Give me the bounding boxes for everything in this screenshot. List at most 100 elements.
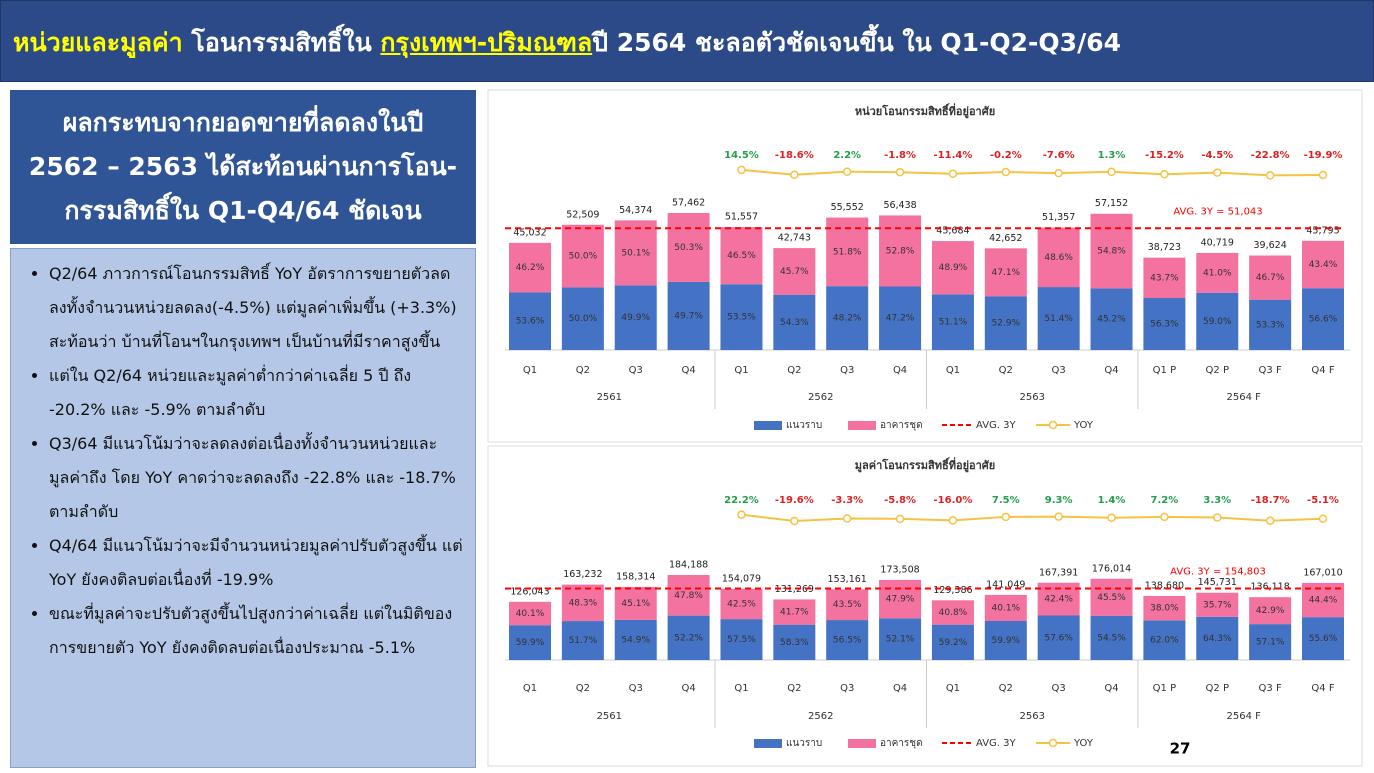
bar-segment [984,296,1027,350]
segment-label: 54.5% [1097,633,1126,643]
yoy-point [1213,168,1222,177]
bar-segment [984,594,1027,622]
segment-label: 50.0% [569,314,598,324]
bar-segment [773,624,816,660]
bar-segment [1143,596,1186,621]
bar-segment [879,618,922,660]
segment-label: 50.3% [674,243,703,253]
bar-segment [879,286,922,350]
segment-label: 53.6% [516,317,545,327]
bar-segment [561,584,604,622]
total-label: 51,557 [725,212,758,223]
bar-segment [720,588,763,620]
total-label: 154,079 [722,573,761,584]
segment-label: 49.9% [621,313,650,323]
segment-label: 55.6% [1309,634,1338,644]
total-label: 45,032 [513,227,546,238]
x-tick-label: Q1 [946,365,960,376]
yoy-point [1318,514,1328,524]
segment-label: 42.4% [1044,595,1073,605]
segment-label: 51.8% [833,247,862,257]
total-label: 45,795 [1306,225,1339,236]
segment-label: 42.5% [727,600,756,610]
segment-label: 45.5% [1097,593,1126,603]
bar-segment [1302,240,1344,289]
segment-label: 46.5% [727,251,756,261]
yoy-point [1213,513,1222,522]
bar-segment [931,241,974,295]
total-label: 57,462 [672,198,705,209]
yoy-point [737,510,746,519]
group-label: 2563 [1020,392,1045,403]
group-label: 2562 [808,711,833,722]
bar-segment [561,287,604,350]
segment-label: 45.2% [1097,315,1126,325]
bar-segment [1196,252,1239,293]
bar-segment [1090,213,1133,289]
segment-label: 56.3% [1150,320,1179,330]
bar-segment [1037,227,1080,288]
legend-label: YOY [1073,420,1094,431]
bar-segment [667,213,710,282]
legend-label: อาคารชุด [880,738,923,749]
yoy-point [842,514,852,523]
bar-segment [1143,257,1186,299]
bar-segment [1090,578,1133,616]
bar-segment [614,586,657,620]
group-label: 2564 F [1227,711,1262,722]
yoy-label: 3.3% [1203,495,1231,506]
segment-label: 45.1% [621,599,650,609]
bar-segment [614,220,657,286]
avg-label: AVG. 3Y = 154,803 [1170,567,1266,578]
total-label: 163,232 [563,569,602,580]
yoy-point [1160,170,1169,179]
total-label: 141,049 [986,579,1025,590]
bar-segment [614,285,657,350]
bar-segment [1090,288,1133,350]
segment-label: 56.6% [1309,315,1338,325]
bar-segment [561,621,604,660]
segment-label: 51.4% [1044,314,1073,324]
bar-segment [1249,597,1292,625]
chart-title: หน่วยโอนกรรมสิทธิ์ที่อยู่อาศัย [855,103,995,119]
total-label: 55,552 [831,202,864,213]
x-tick-label: Q1 P [1153,683,1176,694]
yoy-point [1265,516,1275,526]
legend-swatch [754,421,782,430]
x-tick-label: Q4 F [1311,365,1334,376]
x-tick-label: Q2 [787,365,801,376]
segment-label: 59.9% [992,636,1021,646]
yoy-label: -4.5% [1201,150,1233,161]
x-tick-label: Q4 [893,683,907,694]
yoy-point [790,170,799,180]
bar-segment [931,294,974,350]
x-tick-label: Q4 [1104,365,1118,376]
legend-swatch [848,739,876,748]
segment-label: 52.8% [886,246,915,256]
segment-label: 51.7% [569,636,598,646]
segment-label: 48.3% [569,598,598,608]
x-tick-label: Q3 [1052,365,1066,376]
legend-label: AVG. 3Y [976,420,1017,431]
group-label: 2562 [808,392,833,403]
yoy-label: -0.2% [990,150,1022,161]
segment-label: 58.3% [780,638,809,648]
segment-label: 41.7% [780,608,809,618]
total-label: 173,508 [880,564,919,575]
bar-segment [773,294,816,350]
yoy-label: 1.3% [1098,150,1126,161]
yoy-point [895,168,905,177]
x-tick-label: Q4 [893,365,907,376]
yoy-point [895,514,905,524]
yoy-label: -19.9% [1304,150,1343,161]
total-label: 42,652 [989,233,1022,244]
x-tick-label: Q2 P [1206,365,1229,376]
legend-swatch [754,739,782,748]
total-label: 184,188 [669,560,708,571]
legend-label: อาคารชุด [880,420,923,431]
title: หน่วยและมูลค่า โอนกรรมสิทธิ์ใน กรุงเทพฯ-… [13,23,1121,63]
segment-label: 52.1% [886,635,915,645]
yoy-label: -19.6% [775,495,814,506]
